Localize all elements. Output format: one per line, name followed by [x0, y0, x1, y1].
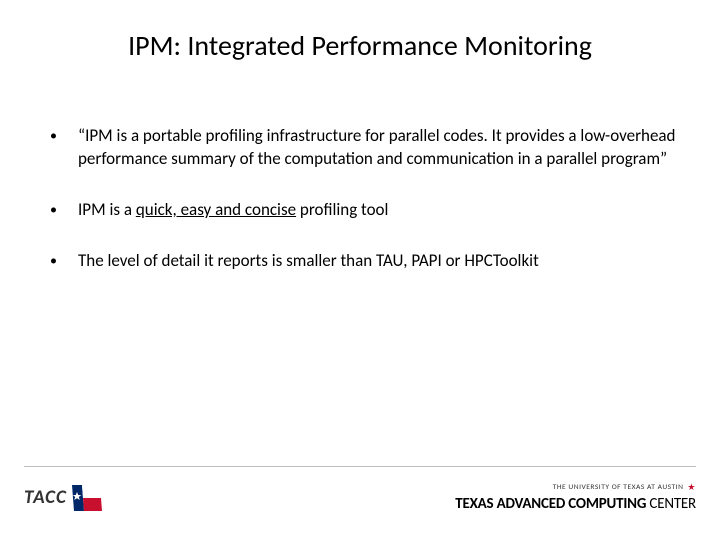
center-name: TEXAS ADVANCED COMPUTING CENTER: [455, 495, 696, 513]
bullet-dot: •: [50, 199, 70, 221]
slide-content: • “IPM is a portable profiling infrastru…: [50, 125, 680, 301]
center-name-light: CENTER: [646, 495, 696, 513]
bullet-text-pre: The level of detail it reports is smalle…: [78, 250, 539, 271]
university-line: THE UNIVERSITY OF TEXAS AT AUSTIN ★: [455, 482, 696, 493]
bullet-text-pre: “IPM is a portable profiling infrastruct…: [78, 125, 675, 169]
tacc-full-brand: THE UNIVERSITY OF TEXAS AT AUSTIN ★ TEXA…: [455, 482, 696, 513]
star-icon: ★: [687, 482, 696, 493]
tacc-logo-text: TACC: [24, 486, 67, 509]
university-text: THE UNIVERSITY OF TEXAS AT AUSTIN: [553, 483, 684, 492]
bullet-text-post: profiling tool: [296, 199, 388, 220]
bullet-text-pre: IPM is a: [78, 199, 136, 220]
center-name-bold: TEXAS ADVANCED COMPUTING: [455, 495, 646, 513]
slide-title: IPM: Integrated Performance Monitoring: [50, 28, 670, 63]
bullet-dot: •: [50, 125, 70, 147]
bullet-dot: •: [50, 250, 70, 272]
bullet-text-underline: quick, easy and concise: [136, 199, 296, 220]
bullet-text: “IPM is a portable profiling infrastruct…: [70, 125, 680, 171]
bullet-text: The level of detail it reports is smalle…: [70, 250, 680, 273]
bullet-text: IPM is a quick, easy and concise profili…: [70, 199, 680, 222]
bullet-item: • The level of detail it reports is smal…: [50, 250, 680, 273]
texas-flag-icon: [69, 483, 103, 513]
slide-footer: TACC THE UNIVERSITY OF TEXAS AT AUSTIN ★…: [24, 466, 696, 522]
bullet-item: • IPM is a quick, easy and concise profi…: [50, 199, 680, 222]
tacc-logo: TACC: [24, 483, 103, 513]
bullet-item: • “IPM is a portable profiling infrastru…: [50, 125, 680, 171]
slide: IPM: Integrated Performance Monitoring •…: [0, 0, 720, 540]
